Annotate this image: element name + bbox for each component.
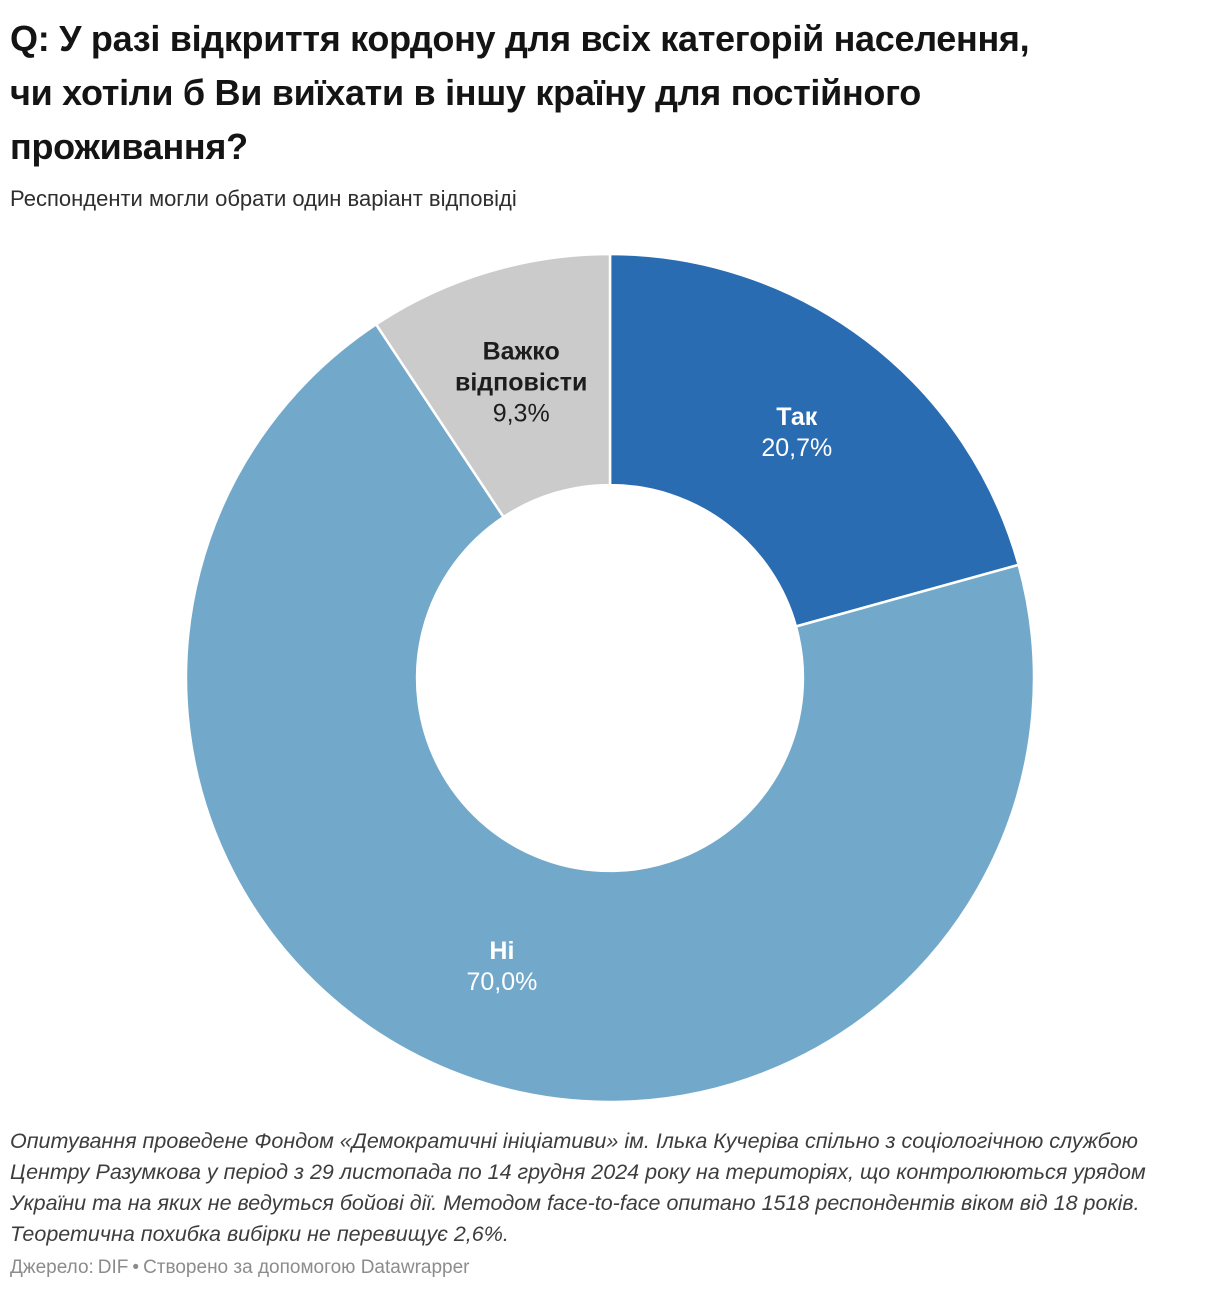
donut-chart: Так 20,7% Ні 70,0% Важко відповісти 9,3% xyxy=(10,230,1210,1115)
pie-slice-1 xyxy=(608,252,1020,628)
slice-value-label: 70,0% xyxy=(466,967,538,996)
slice-category-label: Важко відповісти xyxy=(454,337,588,397)
chart-notes: Опитування проведене Фондом «Демократичн… xyxy=(10,1129,1146,1246)
pie-slice-3 xyxy=(374,252,612,519)
source-label: Джерело: xyxy=(10,1257,94,1278)
source-name: DIF xyxy=(97,1257,129,1278)
slice-label-3: Важко відповісти 9,3% xyxy=(426,336,616,429)
separator-dot: • xyxy=(132,1257,140,1278)
chart-subtitle: Респонденти могли обрати один варіант ві… xyxy=(10,186,517,211)
pie-slice-2 xyxy=(184,323,1036,1104)
source-line: Джерело: DIF • Створено за допомогою Datawr… xyxy=(10,1257,474,1279)
chart-title: Q: У разі відкриття кордону для всіх кат… xyxy=(10,18,1030,167)
slice-value-label: 9,3% xyxy=(492,399,550,428)
slice-category-label: Ні xyxy=(489,936,515,965)
donut-chart-svg xyxy=(184,252,1036,1104)
slice-category-label: Так xyxy=(776,402,818,431)
slice-label-2: Ні 70,0% xyxy=(407,936,597,998)
datawrapper-attribution: Створено за допомогою Datawrapper xyxy=(143,1257,470,1278)
slice-label-1: Так 20,7% xyxy=(702,402,892,464)
slice-value-label: 20,7% xyxy=(761,433,833,462)
